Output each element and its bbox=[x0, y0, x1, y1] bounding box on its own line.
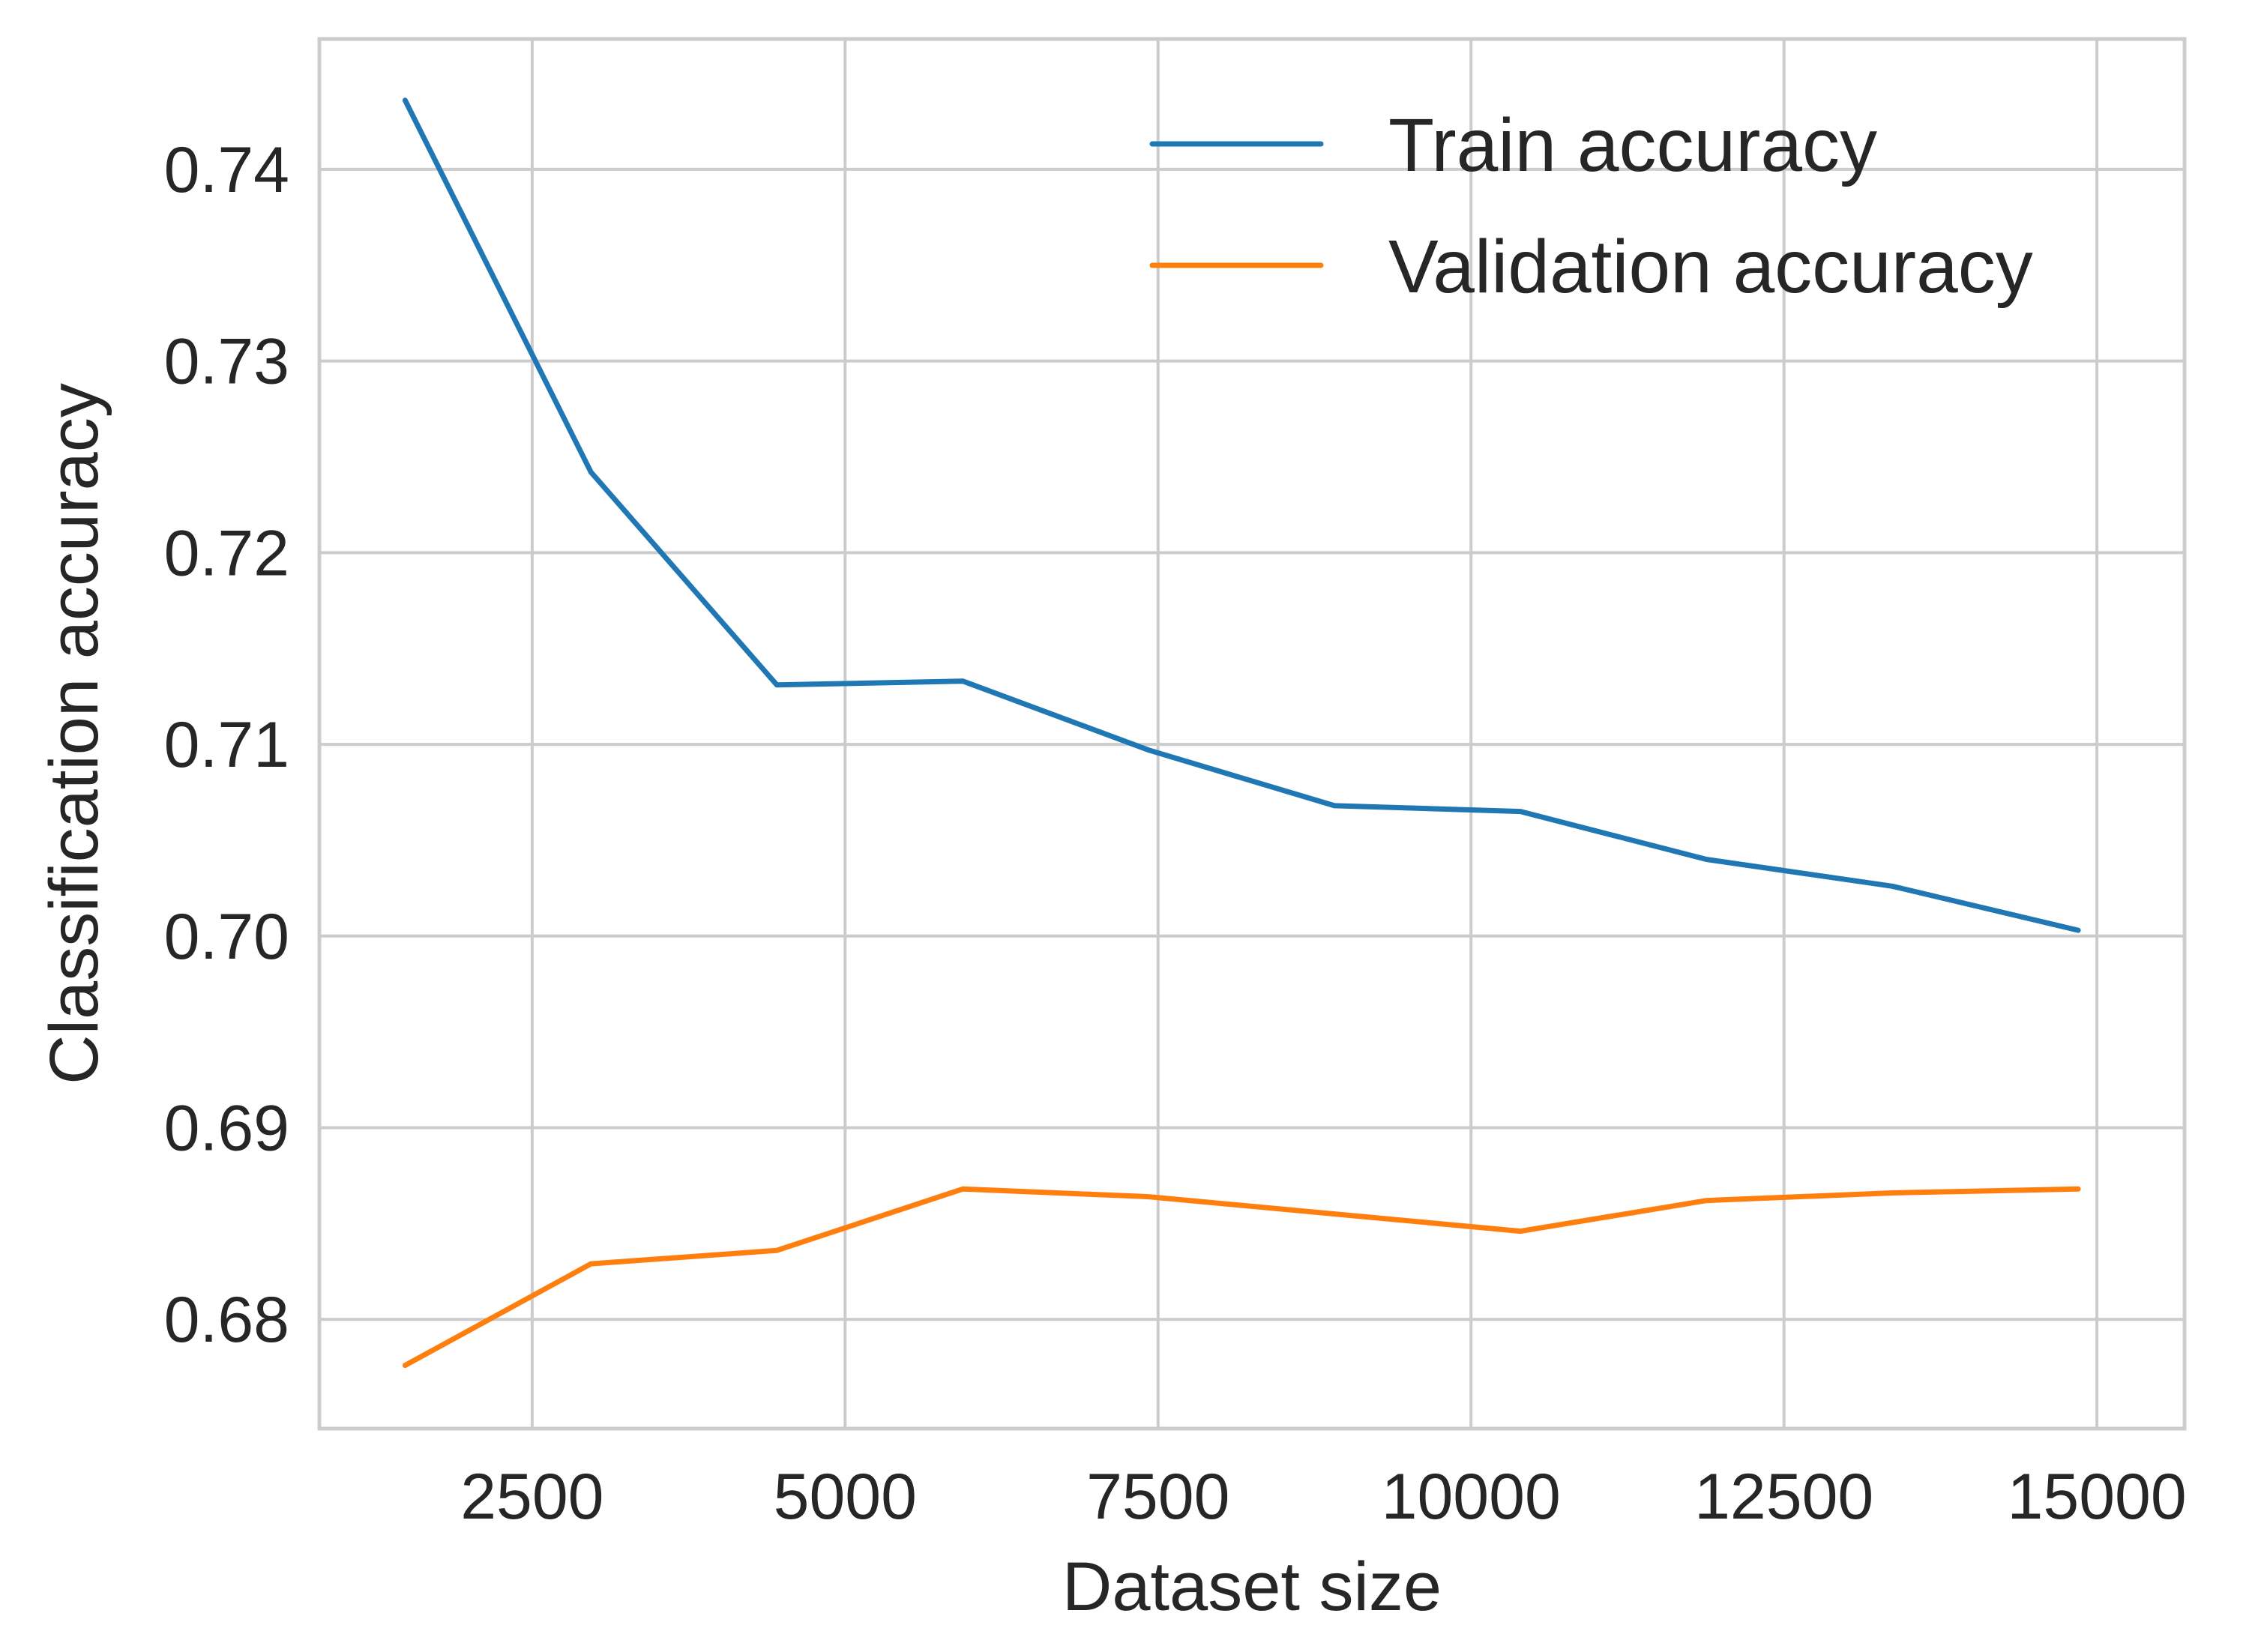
y-tick-label: 0.69 bbox=[164, 1093, 289, 1165]
series-line-1 bbox=[402, 1186, 2081, 1369]
y-tick-label: 0.70 bbox=[164, 901, 289, 973]
y-tick-label: 0.72 bbox=[164, 517, 289, 589]
series-0-point bbox=[1705, 859, 1707, 860]
series-0-point bbox=[962, 681, 963, 682]
series-0-point bbox=[1334, 805, 1335, 807]
y-tick-label: 0.73 bbox=[164, 326, 289, 398]
legend: Train accuracy Validation accuracy bbox=[1149, 103, 2033, 309]
series-line-0 bbox=[402, 97, 2081, 933]
series-1-point bbox=[962, 1188, 963, 1190]
x-tick-label: 10000 bbox=[1382, 1461, 1561, 1533]
series-1-point bbox=[2077, 1188, 2079, 1190]
plot-frame bbox=[317, 37, 2187, 1431]
series-0-point bbox=[1891, 885, 1893, 887]
x-tick-label: 7500 bbox=[1086, 1461, 1229, 1533]
grid bbox=[319, 39, 2185, 1429]
x-axis-label: Dataset size bbox=[1062, 1549, 1442, 1625]
series-1-point bbox=[1705, 1200, 1707, 1202]
series-1-point bbox=[1334, 1214, 1335, 1215]
series-1-point bbox=[590, 1263, 591, 1264]
series-lines bbox=[402, 97, 2081, 1369]
y-axis-label: Classification accuracy bbox=[36, 383, 112, 1085]
series-0-point bbox=[776, 684, 777, 686]
series-1-point bbox=[1148, 1196, 1149, 1198]
series-0-point bbox=[590, 471, 591, 473]
series-1-point bbox=[776, 1249, 777, 1251]
x-tick-label: 5000 bbox=[774, 1461, 917, 1533]
x-tick-label: 2500 bbox=[460, 1461, 603, 1533]
x-tick-label: 15000 bbox=[2008, 1461, 2187, 1533]
legend-label-0: Train accuracy bbox=[1388, 103, 1877, 187]
series-1-point bbox=[404, 1365, 406, 1366]
series-1-point bbox=[1520, 1231, 1521, 1232]
x-tick-labels: 2500 5000 7500 10000 12500 15000 bbox=[460, 1461, 2186, 1533]
series-0-point bbox=[404, 100, 406, 101]
y-tick-labels: 0.68 0.69 0.70 0.71 0.72 0.73 0.74 bbox=[164, 134, 289, 1356]
series-1-point bbox=[1891, 1193, 1893, 1194]
x-tick-label: 12500 bbox=[1694, 1461, 1873, 1533]
series-0-point bbox=[1148, 750, 1149, 751]
y-tick-label: 0.74 bbox=[164, 134, 289, 206]
y-tick-label: 0.71 bbox=[164, 709, 289, 781]
series-0-point bbox=[1520, 811, 1521, 813]
series-0-point bbox=[2077, 929, 2079, 931]
y-tick-label: 0.68 bbox=[164, 1284, 289, 1356]
legend-label-1: Validation accuracy bbox=[1388, 225, 2033, 309]
